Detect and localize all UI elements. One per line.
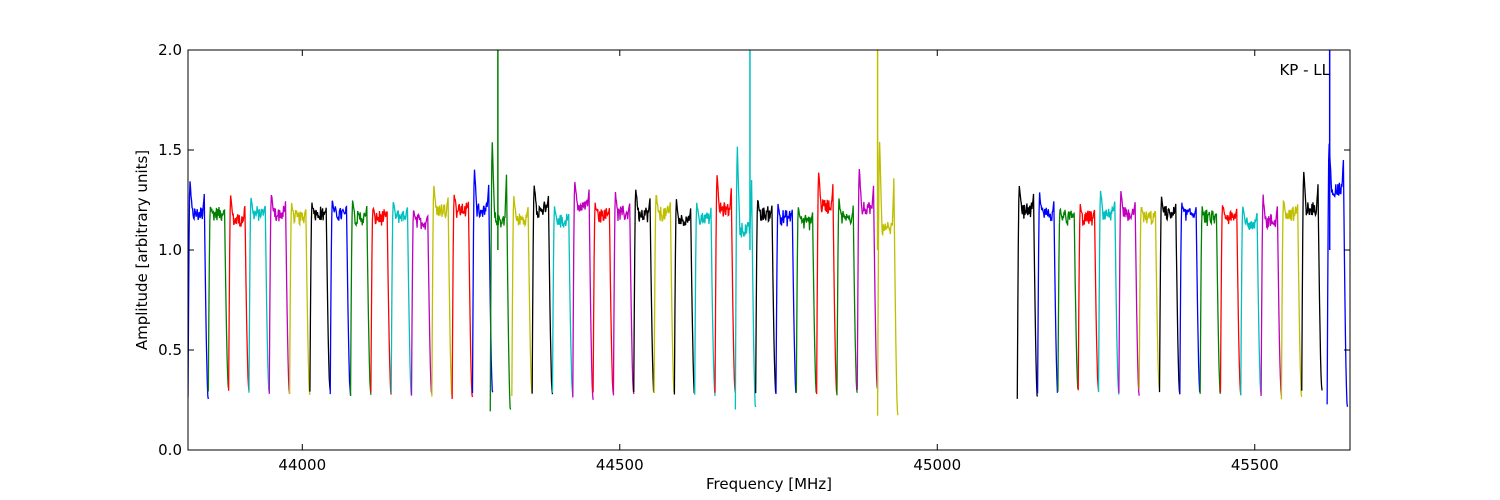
channel-trace-42 <box>1158 196 1181 395</box>
y-tick-label: 1.0 <box>158 241 182 259</box>
channel-trace-41 <box>1138 206 1161 390</box>
y-axis-ticks: 0.0 0.5 1.0 1.5 2.0 <box>158 41 1350 459</box>
spike-layer <box>497 50 1331 250</box>
channel-trace-38 <box>1077 204 1100 391</box>
y-axis-label: Amplitude [arbitrary units] <box>133 150 151 350</box>
channel-trace-44 <box>1199 206 1222 394</box>
channel-trace-3 <box>248 197 270 393</box>
channel-trace-43 <box>1179 202 1201 394</box>
channel-trace-36 <box>1036 192 1059 394</box>
channel-trace-17 <box>531 185 554 395</box>
channel-trace-34 <box>876 141 899 416</box>
channel-trace-0 <box>188 181 209 400</box>
channel-trace-47 <box>1260 194 1283 396</box>
channel-trace-25 <box>694 202 716 397</box>
channel-trace-16 <box>511 195 533 396</box>
channel-trace-32 <box>836 198 858 396</box>
x-axis-label: Frequency [MHz] <box>706 475 832 493</box>
channel-trace-30 <box>795 207 818 394</box>
channel-trace-45 <box>1219 205 1242 396</box>
channel-trace-48 <box>1280 199 1303 400</box>
series-layer <box>188 141 1349 416</box>
channel-trace-49 <box>1301 171 1323 391</box>
channel-trace-15 <box>489 142 512 412</box>
y-tick-label: 1.5 <box>158 141 182 159</box>
channel-trace-9 <box>370 206 392 395</box>
channel-trace-29 <box>775 203 797 394</box>
channel-trace-40 <box>1118 191 1140 396</box>
channel-trace-14 <box>471 169 494 394</box>
channel-trace-5 <box>288 202 311 396</box>
channel-trace-50 <box>1326 143 1349 407</box>
channel-trace-20 <box>592 202 615 394</box>
x-tick-label: 45500 <box>1231 456 1279 474</box>
channel-trace-2 <box>227 195 250 391</box>
channel-trace-18 <box>551 206 574 396</box>
plot-annotation: KP - LL <box>1279 61 1330 79</box>
channel-trace-35 <box>1016 185 1039 399</box>
channel-trace-19 <box>572 181 594 400</box>
channel-trace-21 <box>612 192 635 396</box>
y-tick-label: 0.5 <box>158 341 182 359</box>
channel-trace-11 <box>410 210 433 396</box>
x-axis-ticks: 44000 44500 45000 45500 <box>278 50 1279 474</box>
channel-trace-37 <box>1057 207 1079 392</box>
channel-trace-46 <box>1240 206 1262 396</box>
channel-trace-22 <box>633 189 655 394</box>
channel-trace-28 <box>755 199 777 394</box>
channel-trace-1 <box>207 206 230 392</box>
channel-trace-10 <box>390 202 413 396</box>
channel-trace-31 <box>815 172 838 395</box>
channel-trace-23 <box>653 194 676 394</box>
x-tick-label: 44000 <box>278 456 326 474</box>
channel-trace-7 <box>329 200 352 396</box>
channel-trace-6 <box>309 202 331 392</box>
x-tick-label: 44500 <box>596 456 644 474</box>
channel-trace-4 <box>268 194 291 394</box>
channel-trace-26 <box>714 175 736 393</box>
channel-trace-39 <box>1097 190 1120 395</box>
channel-trace-24 <box>673 199 695 395</box>
channel-trace-27 <box>734 146 757 410</box>
y-tick-label: 2.0 <box>158 41 182 59</box>
y-tick-label: 0.0 <box>158 441 182 459</box>
x-tick-label: 45000 <box>913 456 961 474</box>
channel-trace-13 <box>451 194 474 400</box>
channel-trace-33 <box>856 168 879 390</box>
channel-trace-12 <box>431 185 453 398</box>
channel-trace-8 <box>349 200 372 396</box>
